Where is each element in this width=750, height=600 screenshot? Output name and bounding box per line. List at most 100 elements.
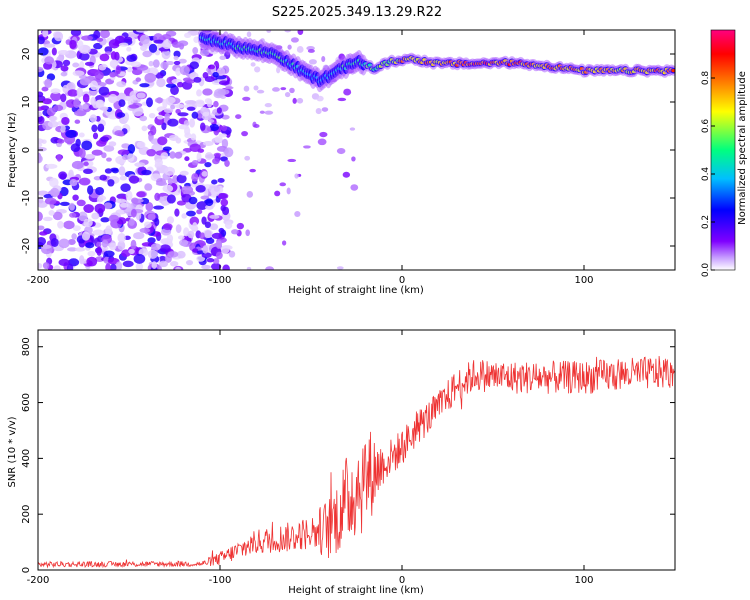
spectrogram-noise-cell xyxy=(181,185,194,195)
spectrogram-noise-cell xyxy=(44,197,57,205)
spectrogram-noise-cell xyxy=(349,127,356,131)
spectrogram-noise-cell xyxy=(221,138,229,149)
spectrogram-noise-cell xyxy=(79,77,91,86)
snr-panel: -200 -100 0 100 0 200 400 600 800 Height of str… xyxy=(7,329,676,596)
spectrogram-noise-cell xyxy=(154,97,164,104)
spectrogram-noise-cell xyxy=(213,152,222,157)
spectrogram-noise-cell xyxy=(49,177,59,188)
spectrogram-noise-cell xyxy=(264,110,274,115)
spectrogram-noise-cell xyxy=(254,66,261,73)
spectrogram-noise-cell xyxy=(98,86,110,96)
spectrogram-noise-cell xyxy=(222,264,230,270)
spectrogram-noise-cell xyxy=(153,39,165,44)
spectrogram-noise-cell xyxy=(81,103,89,110)
spectrogram-noise-cell xyxy=(108,141,117,147)
spectrogram-noise-cell xyxy=(128,218,135,226)
spectrogram-noise-cell xyxy=(60,124,66,133)
spectrogram-tone-cell xyxy=(671,69,675,73)
spectrogram-noise-cell xyxy=(78,211,88,222)
spectrogram-x-tick-label: -200 xyxy=(27,275,50,286)
spectrogram-noise-cell xyxy=(84,61,95,66)
spectrogram-noise-cell xyxy=(191,173,199,182)
spectrogram-noise-cell xyxy=(126,66,133,73)
spectrogram-noise-cell xyxy=(242,96,251,101)
spectrogram-noise-cell xyxy=(93,42,103,50)
spectrogram-noise-cell xyxy=(179,239,189,247)
snr-plot-area xyxy=(38,330,675,570)
spectrogram-noise-cell xyxy=(127,152,135,162)
spectrogram-noise-cell xyxy=(71,160,84,170)
spectrogram-y-tick-label: -20 xyxy=(21,238,32,254)
spectrogram-noise-cell xyxy=(101,239,109,248)
spectrogram-noise-cell xyxy=(319,131,328,138)
spectrogram-noise-cell xyxy=(62,84,69,94)
spectrogram-noise-cell xyxy=(184,32,192,39)
spectrogram-noise-cell xyxy=(69,39,77,49)
spectrogram-noise-cell xyxy=(152,59,160,68)
spectrogram-noise-cell xyxy=(163,108,174,114)
spectrogram-noise-cell xyxy=(103,250,115,258)
spectrogram-noise-cell xyxy=(279,182,287,187)
spectrogram-noise-cell xyxy=(145,202,154,212)
spectrogram-noise-cell xyxy=(217,88,230,95)
spectrogram-noise-cell xyxy=(167,118,179,127)
spectrogram-noise-cell xyxy=(316,95,324,102)
spectrogram-noise-cell xyxy=(151,261,158,269)
spectrogram-noise-cell xyxy=(177,81,184,88)
spectrogram-noise-cell xyxy=(131,197,139,204)
spectrogram-noise-cell xyxy=(48,115,58,122)
spectrogram-noise-cell xyxy=(224,221,233,230)
spectrogram-noise-cell xyxy=(99,53,110,62)
spectrogram-noise-cell xyxy=(244,155,251,161)
spectrogram-noise-cell xyxy=(62,59,71,67)
spectrogram-noise-cell xyxy=(160,61,169,70)
spectrogram-noise-cell xyxy=(307,49,315,53)
spectrogram-noise-cell xyxy=(101,152,107,159)
spectrogram-noise-cell xyxy=(218,133,228,138)
spectrogram-noise-cell xyxy=(71,233,77,240)
spectrogram-noise-cell xyxy=(104,46,113,53)
spectrogram-noise-cell xyxy=(93,30,101,40)
spectrogram-noise-cell xyxy=(86,256,98,267)
spectrogram-noise-cell xyxy=(38,153,42,163)
spectrogram-noise-cell xyxy=(78,177,91,186)
spectrogram-noise-cell xyxy=(38,111,42,118)
spectrogram-noise-cell xyxy=(246,31,252,38)
spectrogram-noise-cell xyxy=(213,185,221,192)
spectrogram-noise-cell xyxy=(83,154,96,159)
spectrogram-noise-cell xyxy=(284,91,291,98)
spectrogram-noise-cell xyxy=(135,30,148,33)
spectrogram-noise-cell xyxy=(195,184,206,193)
spectrogram-noise-cell xyxy=(161,200,169,206)
spectrogram-x-tick-label: 100 xyxy=(574,275,593,286)
spectrogram-noise-cell xyxy=(162,39,172,50)
spectrogram-noise-cell xyxy=(111,168,119,174)
spectrogram-noise-cell xyxy=(224,159,230,167)
spectrogram-noise-cell xyxy=(175,137,182,144)
spectrogram-noise-cell xyxy=(76,87,84,98)
spectrogram-noise-cell xyxy=(173,55,179,61)
spectrogram-noise-cell xyxy=(60,65,69,72)
spectrogram-noise-cell xyxy=(265,266,274,270)
spectrogram-noise-cell xyxy=(99,30,111,39)
spectrogram-noise-cell xyxy=(303,145,311,149)
spectrogram-noise-cell xyxy=(175,266,182,270)
spectrogram-noise-cell xyxy=(343,88,352,96)
spectrogram-noise-cell xyxy=(72,62,80,68)
spectrogram-noise-cell xyxy=(220,205,226,212)
spectrogram-noise-cell xyxy=(133,232,145,240)
spectrogram-noise-cell xyxy=(294,210,301,218)
spectrogram-noise-cell xyxy=(38,138,44,144)
spectrogram-noise-cell xyxy=(114,130,124,137)
spectrogram-noise-cell xyxy=(103,145,115,152)
spectrogram-noise-cell xyxy=(220,95,227,99)
spectrogram-noise-cell xyxy=(290,37,299,43)
spectrogram-noise-cell xyxy=(95,256,105,262)
spectrogram-noise-cell xyxy=(127,143,136,154)
snr-y-tick-label: 0 xyxy=(21,567,32,573)
colorbar-label: Normalized spectral amplitude xyxy=(737,71,748,225)
spectrogram-noise-cell xyxy=(199,49,210,57)
spectrogram-noise-cell xyxy=(109,242,117,251)
spectrogram-noise-cell xyxy=(70,30,82,37)
spectrogram-noise-cell xyxy=(191,159,199,166)
